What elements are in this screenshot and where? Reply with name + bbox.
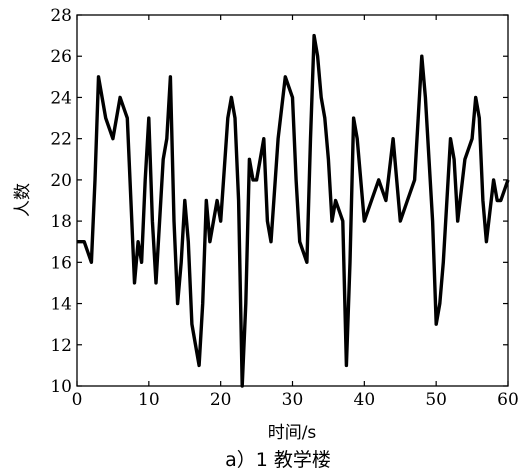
y-tick-label: 20 (50, 171, 72, 191)
y-tick-label: 10 (50, 377, 72, 397)
y-tick-label: 18 (50, 212, 72, 232)
x-axis-label: 时间/s (268, 423, 317, 443)
y-tick-label: 24 (50, 88, 72, 108)
x-tick-label: 30 (282, 390, 304, 410)
x-tick-label: 20 (210, 390, 232, 410)
axis-ticks (76, 14, 509, 387)
y-tick-label: 28 (50, 6, 72, 26)
figure-caption: a）1 教学楼 (225, 449, 331, 471)
x-tick-label: 0 (72, 390, 83, 410)
y-tick-label: 12 (50, 336, 72, 356)
y-tick-label: 16 (50, 253, 72, 273)
y-axis-label: 人数 (13, 183, 33, 217)
x-tick-label: 10 (138, 390, 160, 410)
y-tick-label: 26 (50, 47, 72, 67)
x-tick-label: 50 (425, 390, 447, 410)
y-tick-label: 22 (50, 130, 72, 150)
x-tick-label: 40 (354, 390, 376, 410)
plot-area (76, 14, 509, 387)
x-tick-label: 60 (497, 390, 519, 410)
y-tick-label: 14 (50, 295, 72, 315)
series-line (77, 33, 510, 388)
